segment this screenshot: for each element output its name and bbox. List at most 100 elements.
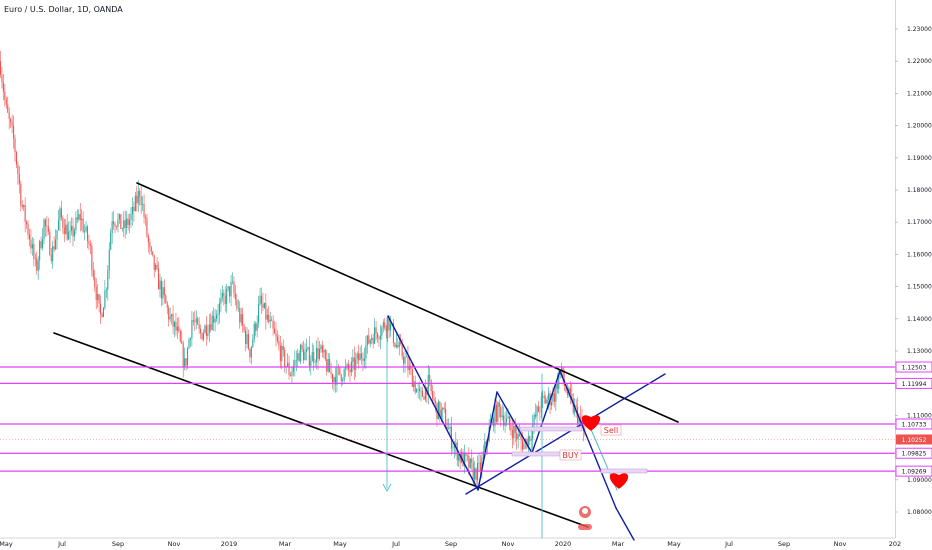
candle-body [247,334,249,349]
candle-body [553,393,555,402]
candle-body [401,343,403,357]
time-axis-label: Jul [57,540,66,548]
time-axis-label: Mar [279,540,292,548]
candle-body [7,104,9,113]
candle-body [519,434,521,436]
candle-body [407,356,409,371]
candle-body [126,218,128,228]
sell-label-box [600,424,622,436]
candle-body [37,260,39,271]
candle-body [301,344,303,350]
candle-body [546,399,548,404]
candle-body [569,388,571,394]
candle-body [478,462,480,464]
time-axis-label: Nov [834,540,847,548]
candle-body [349,369,351,373]
candle-body [388,316,390,331]
candle-body [84,230,86,232]
candle-body [142,204,144,206]
candle-body [332,374,334,383]
candle-body [72,226,74,237]
candle-body [481,457,483,472]
candle-body [581,417,583,427]
candle-body [578,416,580,424]
candle-body [95,286,97,301]
time-axis-label: Nov [168,540,181,548]
current-price-box [896,434,932,445]
candle-body [133,206,135,211]
candle-body [237,308,239,309]
candle-body [400,341,402,344]
time-axis-label: 2019 [221,540,238,548]
candle-body [107,270,109,290]
candle-body [330,372,332,375]
candle-body [27,224,29,235]
candle-body [5,99,7,105]
candle-body [537,406,539,412]
candle-body [575,405,577,407]
candle-body [353,357,355,370]
candle-body [176,326,178,331]
candle-body [390,323,392,331]
time-axis-label: 2020 [555,540,572,548]
price-axis-label: 1.15000 [907,284,932,291]
candle-body [485,441,487,445]
candle-body [30,239,32,249]
candle-body [311,351,313,362]
candle-body [36,258,38,271]
zigzag-segment [387,315,479,491]
candle-body [86,226,89,241]
candle-body [468,455,470,468]
candle-body [108,249,110,271]
candle-body [26,221,28,225]
candle-body [494,404,496,427]
candle-body [484,441,486,452]
candle-body [189,338,191,340]
candle-body [1,74,3,83]
candle-body [414,381,416,393]
badge-base-icon [578,524,592,530]
candle-body [139,191,141,197]
candle-body [305,348,307,352]
candle-body [202,333,205,340]
candle-body [14,138,16,153]
candle-body [469,458,471,468]
candle-body [374,327,376,344]
candle-body [378,338,380,340]
candle-body [287,362,289,367]
candle-body [529,436,531,441]
candle-body [221,293,223,299]
candle-body [423,396,425,400]
candle-body [253,323,255,340]
candle-body [318,349,321,359]
candle-body [572,398,574,413]
candle-body [15,152,17,165]
candle-body [437,401,439,420]
candle-body [459,453,461,463]
candle-body [207,333,209,336]
horizontal-levels: 1.12503 1.11994 1.10733 1.09825 1.09269 1.102… [0,361,932,477]
candle-body [85,226,87,231]
candle-body [263,303,265,308]
buy-label: BUY [562,451,578,460]
price-axis-label: 1.23000 [907,26,932,33]
candle-body [403,356,405,364]
zigzag-segment [615,507,635,541]
candle-body [510,425,512,430]
candle-body [507,416,509,419]
candle-body [359,353,361,361]
candle-body [274,328,276,334]
candle-body [42,239,44,248]
candle-body [205,325,207,336]
candle-body [102,307,104,318]
candle-body [146,218,148,237]
candle-body [4,91,6,100]
candle-body [130,214,132,220]
candle-body [134,195,136,211]
candle-body [555,383,557,402]
candle-body [188,339,190,349]
candle-body [120,214,122,229]
down-arrow-icon [382,483,392,492]
candle-body [439,401,441,418]
